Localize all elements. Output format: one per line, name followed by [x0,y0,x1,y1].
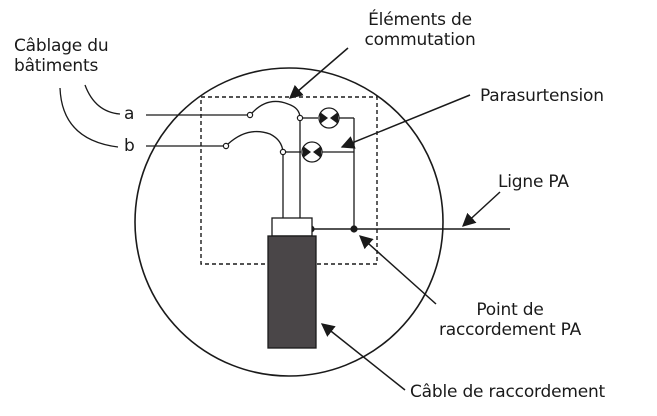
arrester-a-gap-right [330,112,338,124]
wiring-leader-a [84,84,121,115]
wiring-leader-b [59,87,119,148]
switch-a-node [296,114,304,122]
arrester-a-gap-left [320,112,328,124]
label-pa-connection-point: Point de raccordement PA [438,300,582,340]
switch-b-contact [222,142,230,150]
label-switching-elements: Éléments de commutation [364,10,476,50]
label-terminal-b: b [124,136,135,156]
switch-b-blade [227,130,284,153]
label-terminal-a: a [124,104,135,124]
connection-cable [267,235,317,349]
arrester-b-gap-right [313,146,321,158]
switch-a-contact [246,111,254,119]
arrow-surge [340,94,471,149]
arrow-cable [320,323,406,391]
enclosure-circle [134,67,444,377]
cable-shield [271,217,313,237]
arrester-b-gap-left [303,146,311,158]
label-building-wiring: Câblage du bâtiments [14,36,109,76]
arrow-pa-line [462,191,501,227]
arrow-pa-point [358,235,437,305]
label-connection-cable: Câble de raccordement [410,382,606,402]
pa-node-bus [350,225,358,233]
switch-b-node [279,148,287,156]
label-surge-protection: Parasurtension [480,86,604,106]
arrow-switching [288,47,349,99]
label-pa-line: Ligne PA [498,172,569,192]
switch-a-blade [251,100,301,119]
